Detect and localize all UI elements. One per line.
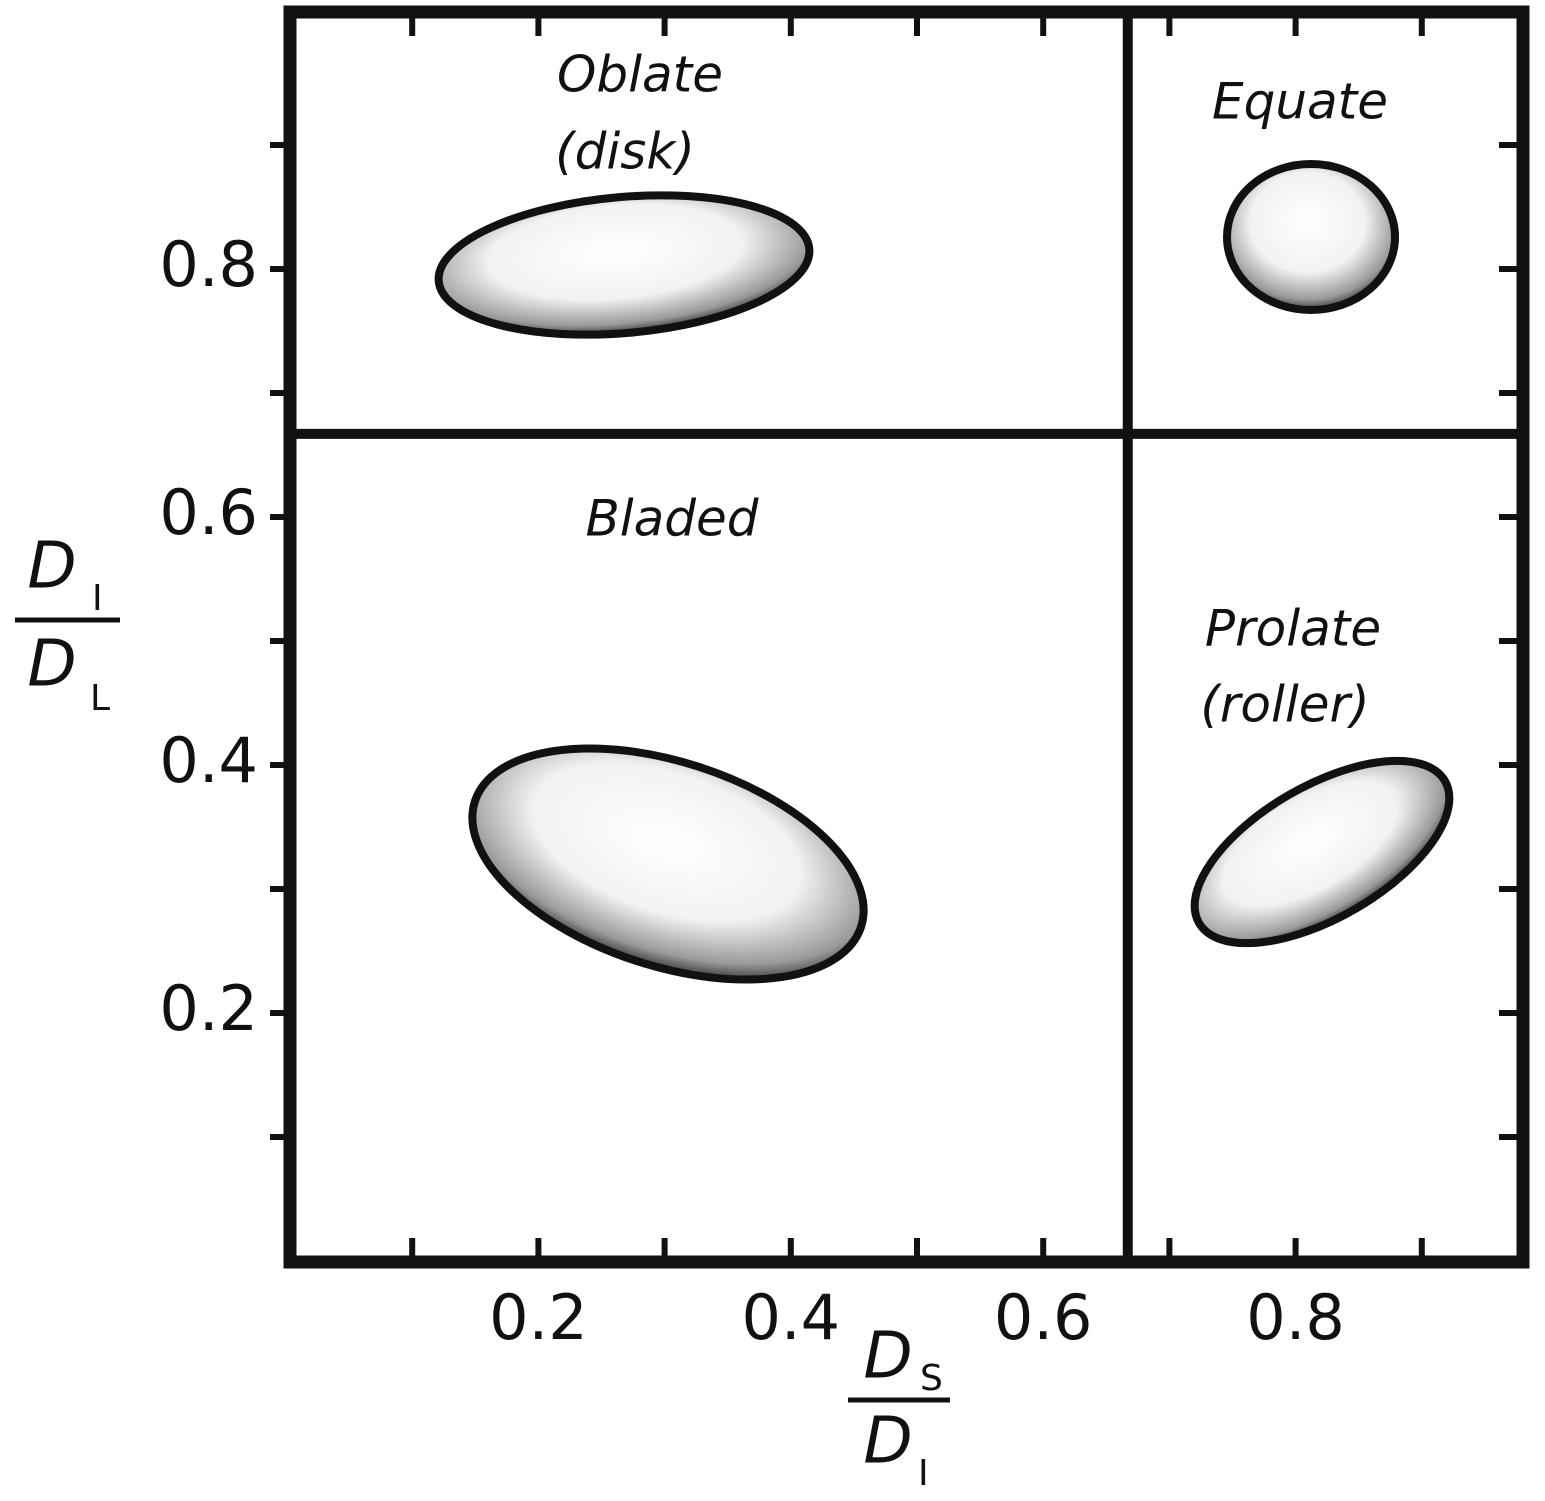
region-note: (disk) xyxy=(555,123,695,181)
y-label-num: D xyxy=(27,530,76,604)
x-label-num: D xyxy=(863,1320,912,1394)
region-label: Prolate xyxy=(1205,600,1381,658)
x-tick-label: 0.4 xyxy=(741,1281,840,1354)
oblate-pebble xyxy=(434,191,814,339)
bladed-pebble xyxy=(468,744,868,984)
y-label-num-sub: I xyxy=(92,578,103,619)
region-label: Equate xyxy=(1212,73,1388,131)
plot-frame xyxy=(283,5,1530,1269)
x-label-den-sub: I xyxy=(918,1453,929,1494)
x-tick-label: 0.8 xyxy=(1246,1281,1345,1354)
x-tick-label: 0.6 xyxy=(994,1281,1093,1354)
x-label-den: D xyxy=(863,1405,912,1479)
region-note: (roller) xyxy=(1200,676,1369,734)
y-tick-label: 0.2 xyxy=(159,972,258,1045)
region-label: Bladed xyxy=(585,490,758,548)
y-tick-label: 0.4 xyxy=(159,724,258,797)
x-label-num-sub: S xyxy=(920,1358,943,1399)
y-tick-label: 0.8 xyxy=(159,228,258,301)
prolate-pebble xyxy=(1190,756,1454,948)
y-label-den-sub: L xyxy=(90,678,110,719)
x-tick-label: 0.2 xyxy=(489,1281,588,1354)
y-label-den: D xyxy=(27,628,76,702)
pebbles xyxy=(434,160,1454,984)
y-tick-label: 0.6 xyxy=(159,476,258,549)
region-label: Oblate xyxy=(557,46,723,104)
equate-pebble xyxy=(1223,160,1399,314)
